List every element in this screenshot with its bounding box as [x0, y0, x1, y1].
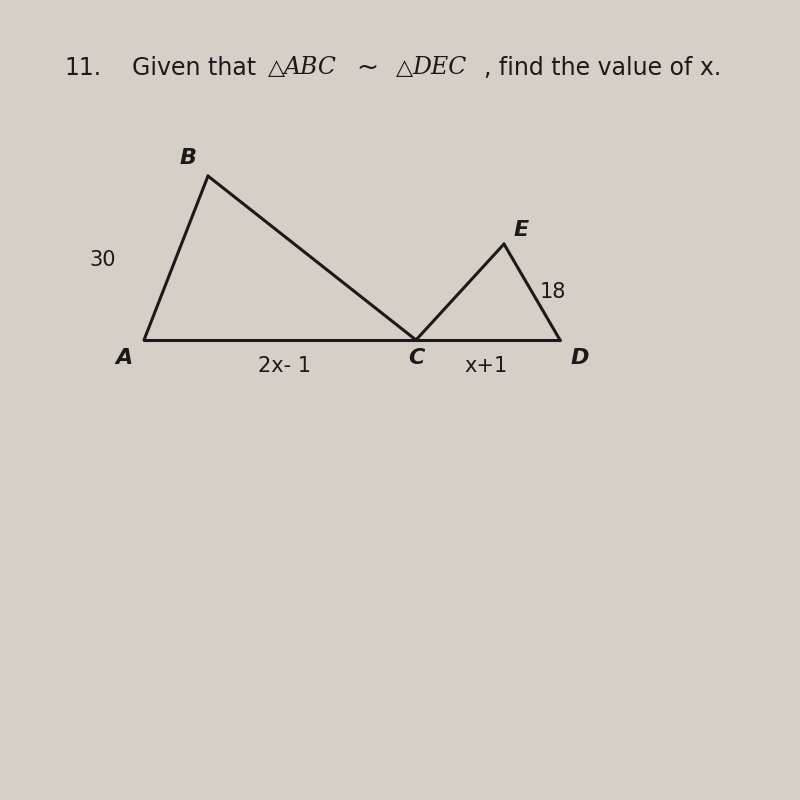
Text: D: D [570, 347, 590, 368]
Text: ~: ~ [356, 55, 378, 81]
Text: △: △ [268, 58, 285, 78]
Text: A: A [115, 347, 133, 368]
Text: C: C [408, 347, 424, 368]
Text: x+1: x+1 [465, 356, 508, 376]
Text: 2x- 1: 2x- 1 [258, 356, 310, 376]
Text: DEC: DEC [412, 57, 466, 79]
Text: Given that: Given that [132, 56, 256, 80]
Text: △: △ [396, 58, 413, 78]
Text: 30: 30 [90, 250, 116, 270]
Text: E: E [514, 219, 530, 240]
Text: 11.: 11. [64, 56, 101, 80]
Text: ABC: ABC [284, 57, 337, 79]
Text: 18: 18 [540, 282, 566, 302]
Text: , find the value of x.: , find the value of x. [484, 56, 722, 80]
Text: B: B [179, 149, 197, 168]
